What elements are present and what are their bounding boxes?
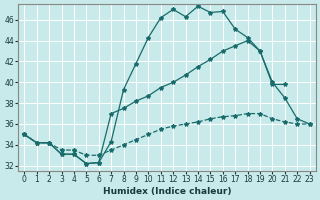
X-axis label: Humidex (Indice chaleur): Humidex (Indice chaleur) bbox=[103, 187, 231, 196]
